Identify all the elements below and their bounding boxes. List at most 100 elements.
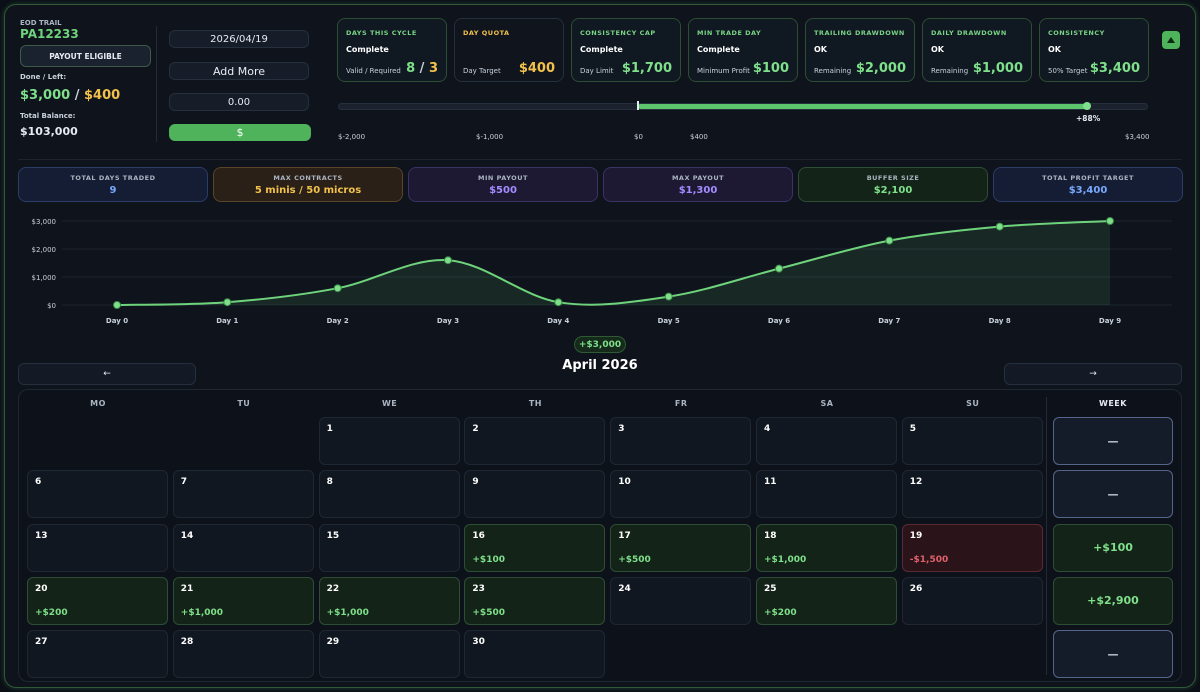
chart-point bbox=[554, 298, 563, 307]
stat-card: CONSISTENCY CAP Complete Day Limit $1,700 bbox=[571, 18, 681, 82]
calendar-day-number: 5 bbox=[909, 424, 917, 434]
stat-card-status: Complete bbox=[697, 45, 740, 54]
calendar-day[interactable]: 25 +$200 bbox=[756, 576, 897, 625]
calendar-day[interactable]: 15 bbox=[318, 523, 460, 572]
metric-card: TOTAL DAYS TRADED 9 bbox=[18, 167, 208, 202]
calendar-day[interactable]: 1 bbox=[318, 417, 460, 465]
calendar-day[interactable]: 23 +$500 bbox=[464, 576, 606, 625]
add-more-button[interactable]: Add More bbox=[169, 62, 309, 80]
metric-card: MAX PAYOUT $1,300 bbox=[603, 167, 793, 202]
stat-card-sublabel: 50% Target bbox=[1048, 67, 1088, 75]
calendar-day-number: 8 bbox=[326, 477, 333, 488]
weekday-header: FR bbox=[674, 399, 688, 408]
stat-card-title: CONSISTENCY CAP bbox=[580, 29, 656, 37]
metric-title: MAX PAYOUT bbox=[671, 174, 725, 182]
calendar-day[interactable]: 13 bbox=[27, 523, 168, 572]
metric-value: $500 bbox=[489, 185, 517, 196]
weekday-header: WE bbox=[381, 399, 398, 408]
amount-input[interactable]: 0.00 bbox=[169, 93, 309, 111]
calendar-day-number: 7 bbox=[180, 477, 188, 488]
calendar-day-number: 12 bbox=[909, 477, 923, 488]
metric-card: MAX CONTRACTS 5 minis / 50 micros bbox=[213, 167, 403, 202]
chart-point bbox=[113, 301, 121, 309]
calendar-day[interactable]: 14 bbox=[172, 523, 314, 572]
calendar-day[interactable]: 4 bbox=[756, 417, 897, 465]
progress-knob bbox=[1083, 102, 1091, 110]
stat-card-title: DAYS THIS CYCLE bbox=[346, 29, 417, 37]
account-id: PA12233 bbox=[20, 27, 79, 41]
arrow-left-icon: ← bbox=[103, 369, 111, 379]
metric-value: 5 minis / 50 micros bbox=[254, 185, 362, 196]
stat-card-sublabel: Day Target bbox=[463, 67, 501, 75]
calendar-day[interactable]: 20 +$200 bbox=[27, 576, 168, 625]
calendar-day[interactable]: 7 bbox=[172, 470, 314, 519]
progress-label-neg2000: $-2,000 bbox=[338, 133, 366, 141]
calendar-day[interactable]: 21 +$1,000 bbox=[172, 576, 314, 625]
calendar-day[interactable]: 5 bbox=[901, 417, 1043, 465]
stat-card-sublabel: Day Limit bbox=[580, 67, 614, 75]
month-total-badge: +$3,000 bbox=[574, 336, 626, 353]
stat-card-sublabel: Remaining bbox=[931, 67, 969, 75]
submit-dollar-button[interactable]: $ bbox=[169, 124, 311, 141]
metric-value: $1,300 bbox=[678, 185, 718, 196]
calendar-day-number: 24 bbox=[618, 583, 631, 594]
calendar-day-number: 26 bbox=[909, 583, 923, 594]
calendar-day-number: 25 bbox=[764, 583, 777, 594]
next-month-button[interactable]: → bbox=[1004, 363, 1182, 385]
calendar-day[interactable]: 17 +$500 bbox=[610, 523, 752, 572]
calendar-day[interactable]: 30 bbox=[464, 630, 606, 679]
stat-card-title: MIN TRADE DAY bbox=[697, 29, 762, 37]
calendar-day[interactable]: 26 bbox=[901, 576, 1043, 625]
calendar-day-number: 28 bbox=[180, 637, 194, 648]
date-input[interactable]: 2026/04/19 bbox=[169, 30, 309, 48]
calendar-day[interactable]: 10 bbox=[610, 470, 752, 519]
chart-plot-area bbox=[58, 212, 1172, 313]
calendar-day[interactable]: 18 +$1,000 bbox=[756, 523, 897, 572]
chart-point bbox=[775, 264, 783, 273]
calendar-day-pnl: +$200 bbox=[764, 607, 797, 618]
calendar-day[interactable]: 29 bbox=[318, 630, 460, 679]
calendar-day[interactable]: 8 bbox=[318, 470, 460, 519]
metric-title: TOTAL PROFIT TARGET bbox=[1042, 174, 1134, 182]
stat-card: TRAILING DRAWDOWN OK Remaining $2,000 bbox=[805, 18, 915, 82]
calendar-day[interactable]: 11 bbox=[756, 470, 897, 519]
calendar-day[interactable]: 22 +$1,000 bbox=[318, 576, 460, 625]
chevron-up-icon[interactable] bbox=[1162, 31, 1180, 49]
chart-point bbox=[664, 292, 673, 301]
chart-y-tick-label: $0 bbox=[47, 302, 56, 310]
stat-card: DAYS THIS CYCLE Complete Valid / Required 8… bbox=[337, 18, 447, 82]
stat-card-value: $100 bbox=[752, 61, 789, 76]
metric-title: TOTAL DAYS TRADED bbox=[70, 174, 156, 182]
panel-divider bbox=[156, 26, 157, 142]
calendar-day[interactable]: 16 +$100 bbox=[464, 523, 606, 572]
stat-card-sublabel: Valid / Required bbox=[346, 67, 401, 75]
calendar-day[interactable]: 27 bbox=[27, 630, 168, 679]
calendar-day[interactable]: 2 bbox=[464, 417, 606, 465]
week-total: +$2,900 bbox=[1053, 576, 1173, 625]
metric-title: BUFFER SIZE bbox=[866, 174, 920, 182]
payout-eligible-button[interactable]: PAYOUT ELIGIBLE bbox=[20, 45, 151, 67]
calendar-day-number: 11 bbox=[764, 477, 777, 488]
chart-x-tick-label: Day 8 bbox=[989, 317, 1011, 325]
calendar-day-pnl: -$1,500 bbox=[909, 554, 949, 565]
calendar-day-number: 4 bbox=[764, 424, 771, 434]
calendar-day-number: 3 bbox=[618, 424, 625, 434]
stat-card-title: DAY QUOTA bbox=[463, 29, 510, 37]
calendar-day[interactable]: 24 bbox=[610, 576, 752, 625]
chart-series-line bbox=[116, 220, 1111, 306]
calendar-day-number: 18 bbox=[764, 530, 777, 541]
calendar-day-number: 15 bbox=[326, 530, 340, 541]
calendar-day[interactable]: 6 bbox=[27, 470, 168, 519]
calendar-day-pnl: +$500 bbox=[618, 554, 651, 565]
metric-card: TOTAL PROFIT TARGET $3,400 bbox=[993, 167, 1183, 202]
chart-x-tick-label: Day 4 bbox=[547, 317, 569, 325]
metric-title: MIN PAYOUT bbox=[478, 174, 528, 182]
progress-label-neg1000: $-1,000 bbox=[476, 133, 504, 141]
calendar-day[interactable]: 9 bbox=[464, 470, 606, 519]
calendar-day[interactable]: 28 bbox=[172, 630, 314, 679]
stat-card-value: $3,400 bbox=[1089, 61, 1140, 76]
calendar-day[interactable]: 19 -$1,500 bbox=[901, 523, 1043, 572]
prev-month-button[interactable]: ← bbox=[18, 363, 196, 385]
calendar-day[interactable]: 12 bbox=[901, 470, 1043, 519]
calendar-day[interactable]: 3 bbox=[610, 417, 752, 465]
